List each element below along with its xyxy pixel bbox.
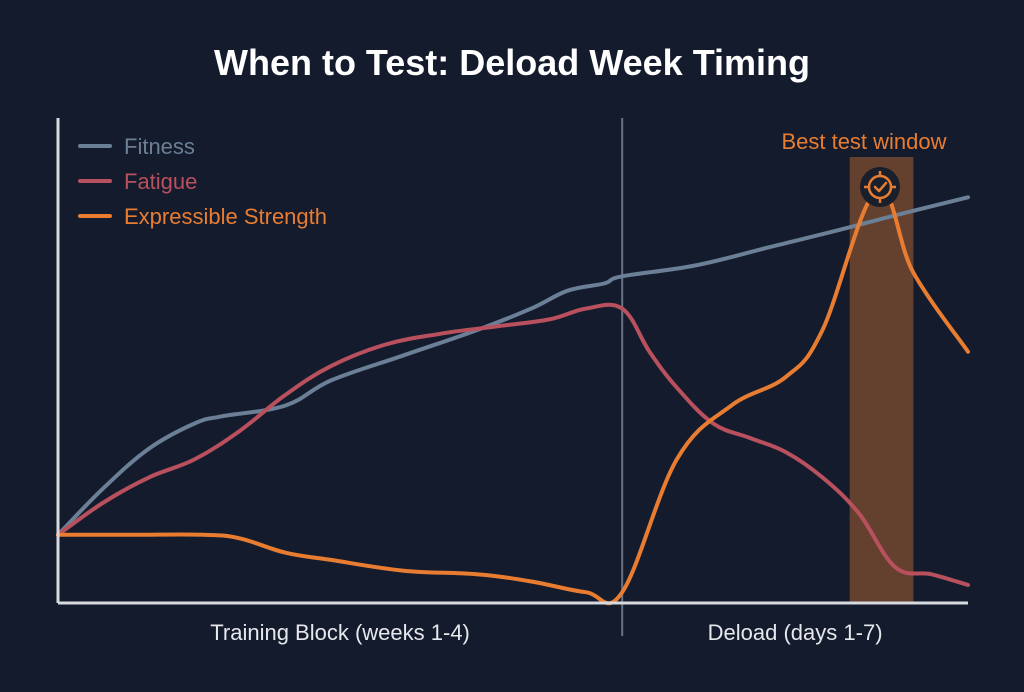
target-icon-ring (867, 174, 893, 200)
target-icon-bg (860, 167, 900, 207)
legend-label-fatigue: Fatigue (124, 169, 197, 194)
chart-title: When to Test: Deload Week Timing (214, 42, 810, 83)
best-test-window-label: Best test window (781, 129, 946, 154)
x-section-label-deload: Deload (days 1-7) (708, 620, 883, 645)
highlight-layer (849, 157, 914, 603)
series-line-strength (56, 187, 970, 606)
series-line-fatigue (56, 302, 970, 587)
legend-label-fitness: Fitness (124, 134, 195, 159)
legend: Fitness Fatigue Expressible Strength (78, 134, 327, 229)
legend-label-strength: Expressible Strength (124, 204, 327, 229)
series-layer (56, 187, 970, 606)
series-line-fitness (56, 195, 970, 537)
x-section-label-training: Training Block (weeks 1-4) (210, 620, 470, 645)
target-icon-check (873, 181, 888, 193)
best-test-window-band (849, 157, 914, 603)
target-check-icon (860, 167, 900, 207)
